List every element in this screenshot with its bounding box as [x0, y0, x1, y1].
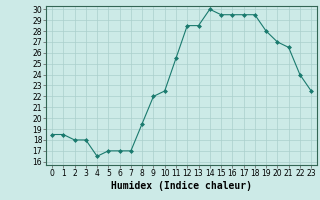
X-axis label: Humidex (Indice chaleur): Humidex (Indice chaleur) [111, 181, 252, 191]
